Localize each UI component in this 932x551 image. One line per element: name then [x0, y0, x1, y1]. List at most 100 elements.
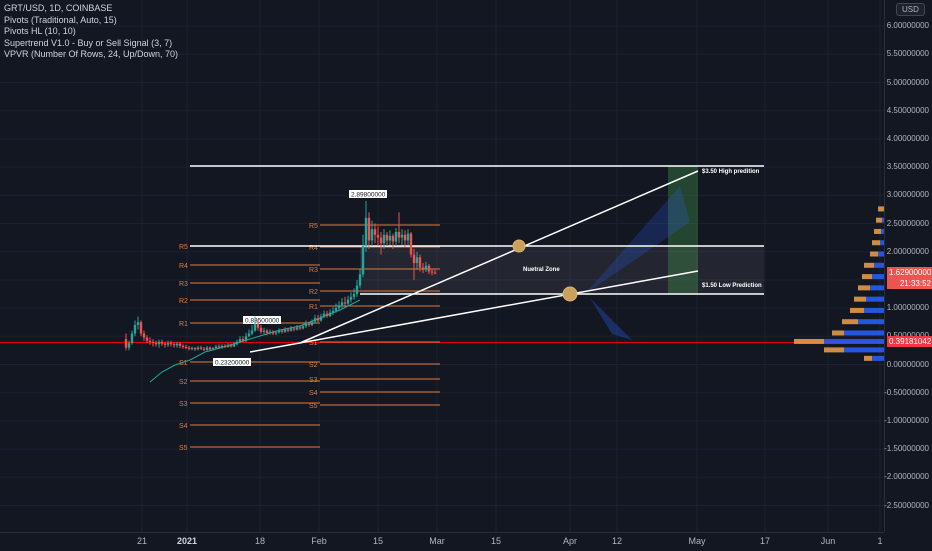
- candle-body: [247, 333, 251, 337]
- pivot-label-left: S1: [179, 360, 188, 367]
- price-tick-label: 4.50000000: [886, 105, 929, 115]
- candle-body: [313, 318, 317, 322]
- pivot-label-left: R2: [179, 298, 188, 305]
- time-tick-label: 15: [372, 536, 384, 546]
- candle-body: [142, 333, 146, 338]
- candle-body: [133, 325, 137, 334]
- candle-body: [382, 234, 386, 244]
- pivot-label-left: S5: [179, 445, 188, 452]
- candle-body: [187, 347, 191, 349]
- candle-body: [148, 340, 152, 342]
- up-arrow-shape: [585, 186, 690, 294]
- candle-body: [160, 341, 164, 344]
- candle-body: [259, 327, 263, 332]
- time-axis[interactable]: [0, 532, 884, 551]
- candle-body: [193, 348, 197, 350]
- candle-body: [241, 339, 245, 341]
- volume-profile-bar-up: [874, 228, 881, 234]
- candle-body: [127, 343, 131, 348]
- candle-body: [244, 336, 248, 341]
- volume-profile-bar-up: [864, 355, 872, 361]
- pivot-hl-label: 2.89800000: [351, 192, 386, 199]
- candle-body: [229, 345, 233, 347]
- pivot-label-right: R1: [309, 304, 318, 311]
- candle-body: [283, 329, 287, 332]
- candle-body: [340, 302, 344, 306]
- price-tick-label: 2.50000000: [886, 218, 929, 228]
- candle-body: [316, 318, 320, 321]
- candle-body: [346, 299, 350, 304]
- indicator-vpvr[interactable]: VPVR (Number Of Rows, 24, Up/Down, 70): [4, 49, 179, 59]
- candle-body: [361, 246, 365, 275]
- time-tick-label: Apr: [562, 536, 578, 546]
- pivot-hl-label-bg: [349, 190, 387, 198]
- last-price-tag: 1.62900000: [887, 266, 932, 278]
- chart-legend: GRT/USD, 1D, COINBASE Pivots (Traditiona…: [4, 3, 178, 61]
- candle-body: [427, 265, 431, 272]
- time-tick-label: 12: [611, 536, 623, 546]
- candle-body: [253, 323, 257, 331]
- candle-body: [373, 229, 377, 235]
- candle-body: [286, 329, 290, 331]
- candle-body: [400, 234, 404, 238]
- price-tick-label: -1.00000000: [884, 415, 929, 425]
- candle-body: [163, 343, 167, 345]
- candle-body: [385, 234, 389, 241]
- candle-body: [331, 310, 335, 313]
- candle-body: [130, 333, 134, 344]
- candle-body: [355, 285, 359, 294]
- intersection-marker: [562, 286, 578, 302]
- pivot-label-left: R5: [179, 244, 188, 251]
- time-tick-label: 15: [490, 536, 502, 546]
- volume-profile-bar-down: [872, 274, 884, 280]
- candle-body: [184, 347, 188, 349]
- volume-profile-bar-down: [824, 338, 884, 344]
- candle-body: [256, 323, 260, 328]
- indicator-pivots-hl[interactable]: Pivots HL (10, 10): [4, 26, 76, 36]
- price-tick-label: -2.00000000: [884, 472, 929, 482]
- volume-profile-bar-up: [872, 240, 880, 246]
- candle-body: [178, 343, 182, 346]
- candle-body: [304, 323, 308, 327]
- volume-profile-bar-down: [870, 285, 884, 291]
- chart-canvas[interactable]: R5 R4 R3 R2 R1 S1 S2 S3 S4 S5 R5 R4 R3 R2 R1 S1 S2 S3 S4 S5…: [0, 0, 884, 532]
- price-axis[interactable]: 6.00000000 5.50000000 5.00000000 4.50000000…: [884, 0, 932, 532]
- candle-body: [289, 328, 293, 331]
- candle-body: [307, 323, 311, 326]
- candle-body: [124, 339, 128, 348]
- candle-body: [265, 330, 269, 333]
- candle-body: [337, 305, 341, 309]
- trendline-high: [299, 170, 699, 344]
- symbol-title[interactable]: GRT/USD, 1D, COINBASE: [4, 3, 113, 13]
- currency-badge[interactable]: USD: [896, 3, 925, 16]
- volume-profile-bar-up: [832, 330, 844, 336]
- time-tick-label: 18: [254, 536, 266, 546]
- indicator-supertrend[interactable]: Supertrend V1.0 - Buy or Sell Signal (3,…: [4, 37, 173, 48]
- candle-body: [223, 345, 227, 348]
- candle-body: [349, 296, 353, 300]
- pivot-label-right: S5: [309, 403, 318, 410]
- time-tick-label: 21: [136, 536, 148, 546]
- candle-body: [409, 233, 413, 255]
- price-tick-label: 4.00000000: [886, 133, 929, 143]
- pivot-label-left: S3: [179, 401, 188, 408]
- indicator-pivots[interactable]: Pivots (Traditional, Auto, 15): [4, 14, 117, 25]
- candle-body: [196, 347, 200, 350]
- candle-body: [136, 322, 140, 326]
- volume-profile-bar-up: [876, 217, 882, 223]
- candle-body: [310, 321, 314, 326]
- volume-profile-bar-down: [881, 228, 884, 234]
- candle-body: [217, 346, 221, 348]
- candle-body: [238, 339, 242, 342]
- candle-body: [367, 217, 371, 241]
- volume-profile-bar-down: [882, 217, 884, 223]
- pivot-label-left: S2: [179, 379, 188, 386]
- candle-body: [145, 337, 149, 341]
- candle-body: [202, 348, 206, 350]
- time-tick-label: May: [688, 536, 706, 546]
- candle-body: [277, 330, 281, 333]
- chart-pane[interactable]: R5 R4 R3 R2 R1 S1 S2 S3 S4 S5 R5 R4 R3 R2 R1 S1 S2 S3 S4 S5…: [0, 0, 884, 532]
- volume-profile-bar-up: [842, 319, 858, 325]
- pivot-label-right: S4: [309, 390, 318, 397]
- candle-body: [424, 265, 428, 270]
